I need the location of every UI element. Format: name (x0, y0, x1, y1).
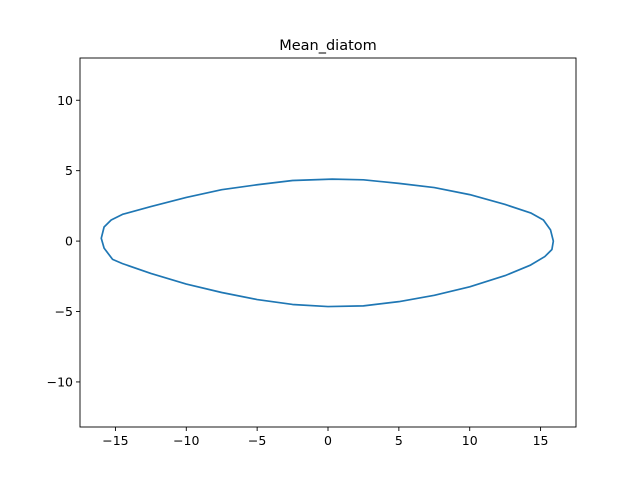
x-tick-label: −10 (173, 433, 199, 448)
y-tick-label: −10 (47, 374, 73, 389)
y-axis: −10 −5 0 5 10 (47, 93, 80, 389)
x-tick-label: 5 (395, 433, 403, 448)
series-line-0 (100, 178, 555, 308)
x-tick-label: 15 (533, 433, 549, 448)
x-tick-label: −15 (102, 433, 128, 448)
axes-frame (79, 57, 577, 428)
y-tick-label: −5 (55, 304, 73, 319)
x-tick-label: −5 (248, 433, 266, 448)
x-axis: −15 −10 −5 0 5 10 15 (102, 427, 549, 448)
x-tick-label: 10 (462, 433, 478, 448)
x-tick-label: 0 (324, 433, 332, 448)
plot-area (100, 178, 555, 308)
chart-title: Mean_diatom (279, 38, 377, 54)
y-tick-label: 0 (65, 234, 73, 249)
y-tick-label: 5 (65, 163, 73, 178)
y-tick-label: 10 (57, 93, 73, 108)
